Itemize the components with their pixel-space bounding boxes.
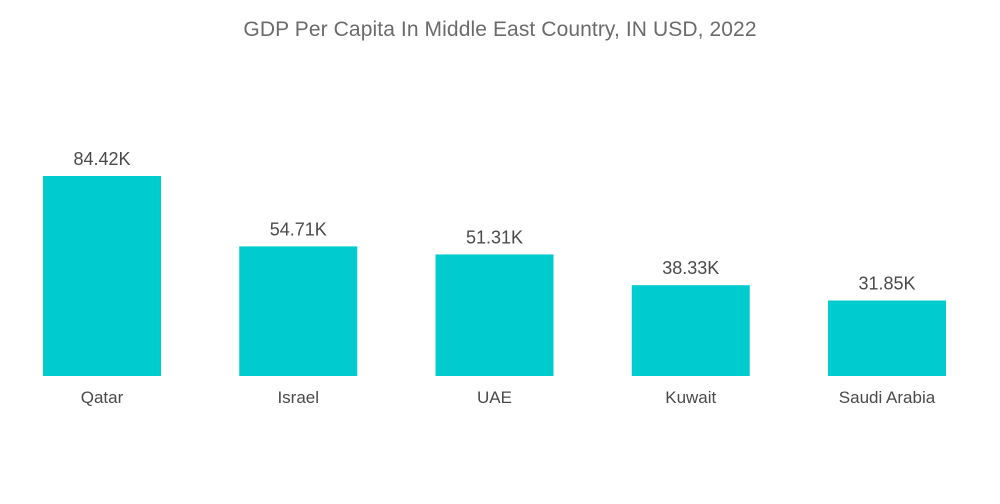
bar-saudi-arabia (828, 300, 946, 376)
chart-title: GDP Per Capita In Middle East Country, I… (243, 18, 757, 41)
category-label-israel: Israel (277, 388, 319, 407)
value-label-israel: 54.71K (270, 219, 327, 239)
bar-uae (435, 254, 554, 376)
value-label-saudi-arabia: 31.85K (858, 274, 915, 294)
bar-israel (239, 246, 358, 376)
value-label-uae: 51.31K (466, 227, 523, 247)
category-label-kuwait: Kuwait (665, 388, 716, 407)
value-label-kuwait: 38.33K (662, 258, 719, 278)
bar-qatar (43, 176, 161, 376)
category-label-saudi-arabia: Saudi Arabia (839, 388, 936, 407)
bar-kuwait (631, 285, 750, 376)
category-label-uae: UAE (477, 388, 512, 407)
category-label-qatar: Qatar (81, 388, 124, 407)
value-label-qatar: 84.42K (73, 149, 130, 169)
